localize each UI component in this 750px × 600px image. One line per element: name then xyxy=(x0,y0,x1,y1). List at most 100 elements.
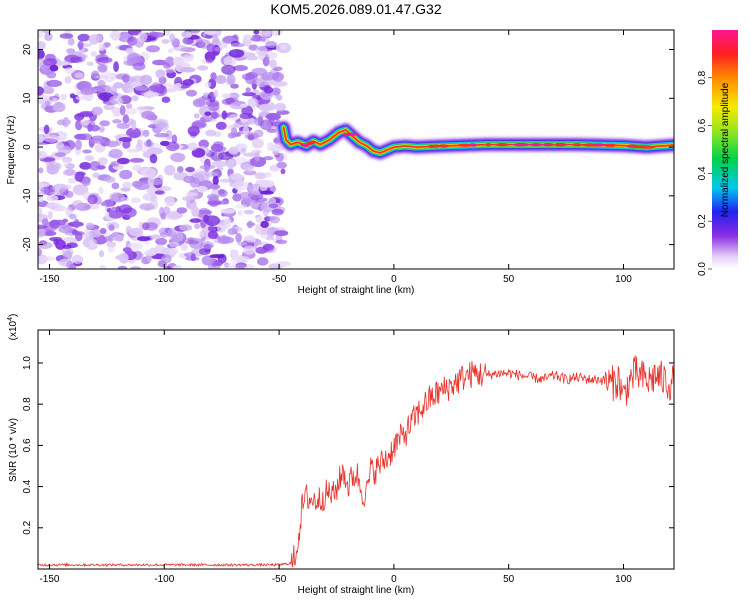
noise-blob xyxy=(69,213,77,220)
noise-blob xyxy=(253,30,260,35)
noise-blob xyxy=(176,166,184,173)
noise-blob xyxy=(86,61,94,66)
noise-blob xyxy=(185,166,195,173)
bottom-x-tick-label: 0 xyxy=(391,574,397,585)
noise-blob xyxy=(226,158,235,170)
noise-blob xyxy=(38,30,44,39)
noise-blob xyxy=(269,197,276,205)
noise-blob xyxy=(164,195,175,206)
noise-blob xyxy=(130,197,141,204)
noise-blob xyxy=(240,103,248,108)
noise-blob xyxy=(200,241,214,250)
noise-blob xyxy=(103,42,111,48)
noise-blob xyxy=(247,134,255,141)
bottom-y-tick-label: 0.8 xyxy=(22,397,33,411)
noise-blob xyxy=(49,64,59,72)
noise-blob xyxy=(125,47,134,54)
noise-blob xyxy=(207,230,218,240)
noise-blob xyxy=(242,92,256,97)
noise-blob xyxy=(247,167,255,172)
noise-blob xyxy=(212,175,219,186)
noise-blob xyxy=(211,160,228,168)
noise-blob xyxy=(239,191,253,200)
noise-blob xyxy=(56,60,70,66)
noise-blob xyxy=(245,237,256,243)
noise-blob xyxy=(43,58,58,66)
noise-blob xyxy=(174,83,182,88)
ridge-peak xyxy=(608,143,616,147)
noise-blob xyxy=(88,238,97,247)
noise-blob xyxy=(113,61,119,73)
top-y-axis: -20 -10 0 10 20 xyxy=(22,44,674,252)
top-y-tick-label: 20 xyxy=(22,44,33,56)
noise-blob xyxy=(122,181,132,190)
ridge-peak xyxy=(342,132,359,136)
noise-blob xyxy=(221,93,232,99)
noise-blob xyxy=(162,82,172,87)
noise-blob xyxy=(60,93,67,101)
noise-blob xyxy=(214,46,222,52)
noise-blob xyxy=(38,180,43,190)
noise-blob xyxy=(38,167,44,174)
noise-blob xyxy=(154,190,165,195)
noise-blob xyxy=(64,76,72,84)
noise-blob xyxy=(245,87,251,93)
noise-blob xyxy=(164,265,172,269)
noise-blob xyxy=(185,240,200,245)
noise-blob xyxy=(167,211,183,219)
noise-blob xyxy=(127,118,134,126)
top-x-tick-label: -150 xyxy=(39,274,59,285)
noise-blob xyxy=(147,147,163,155)
noise-blob xyxy=(84,155,95,162)
ridge-peak xyxy=(554,143,562,147)
ridge-peak xyxy=(529,143,543,147)
ridge-peak xyxy=(639,145,656,149)
noise-blob xyxy=(243,170,257,176)
noise-blob xyxy=(207,101,220,112)
noise-blob xyxy=(57,184,72,190)
noise-blob xyxy=(270,30,283,37)
noise-blob xyxy=(203,171,219,177)
y-multiplier-label: (x104) xyxy=(7,314,19,341)
noise-blob xyxy=(247,97,259,108)
noise-blob xyxy=(250,156,267,168)
noise-blob xyxy=(229,101,246,110)
noise-blob xyxy=(126,148,141,153)
noise-blob xyxy=(204,51,216,62)
noise-blob xyxy=(228,146,239,155)
noise-blob xyxy=(234,204,248,209)
noise-blob xyxy=(254,172,267,180)
noise-blob xyxy=(163,206,171,215)
noise-blob xyxy=(179,224,193,231)
noise-blob xyxy=(137,236,151,242)
noise-blob xyxy=(134,86,149,91)
noise-blob xyxy=(99,120,110,127)
noise-blob xyxy=(268,203,279,209)
noise-blob xyxy=(143,206,152,211)
noise-blob xyxy=(53,203,62,208)
noise-blob xyxy=(205,129,217,137)
bottom-y-tick-label: 0.2 xyxy=(22,520,33,534)
noise-blob xyxy=(95,75,110,80)
noise-blob xyxy=(155,237,168,246)
noise-blob xyxy=(198,231,204,239)
noise-blob xyxy=(38,150,48,160)
noise-blob xyxy=(111,231,120,241)
noise-blob xyxy=(109,86,118,95)
noise-blob xyxy=(43,134,60,143)
noise-blob xyxy=(46,79,62,88)
noise-blob xyxy=(241,73,256,81)
noise-blob xyxy=(185,31,192,38)
noise-blob xyxy=(118,252,129,264)
noise-blob xyxy=(196,65,209,71)
noise-blob xyxy=(64,119,71,125)
bottom-x-tick-label: -100 xyxy=(154,574,174,585)
noise-blob xyxy=(91,106,103,116)
noise-blob xyxy=(99,126,105,133)
noise-blob xyxy=(111,206,119,212)
noise-blob xyxy=(146,45,160,53)
ridge-peak xyxy=(629,144,637,148)
noise-blob xyxy=(264,54,270,64)
